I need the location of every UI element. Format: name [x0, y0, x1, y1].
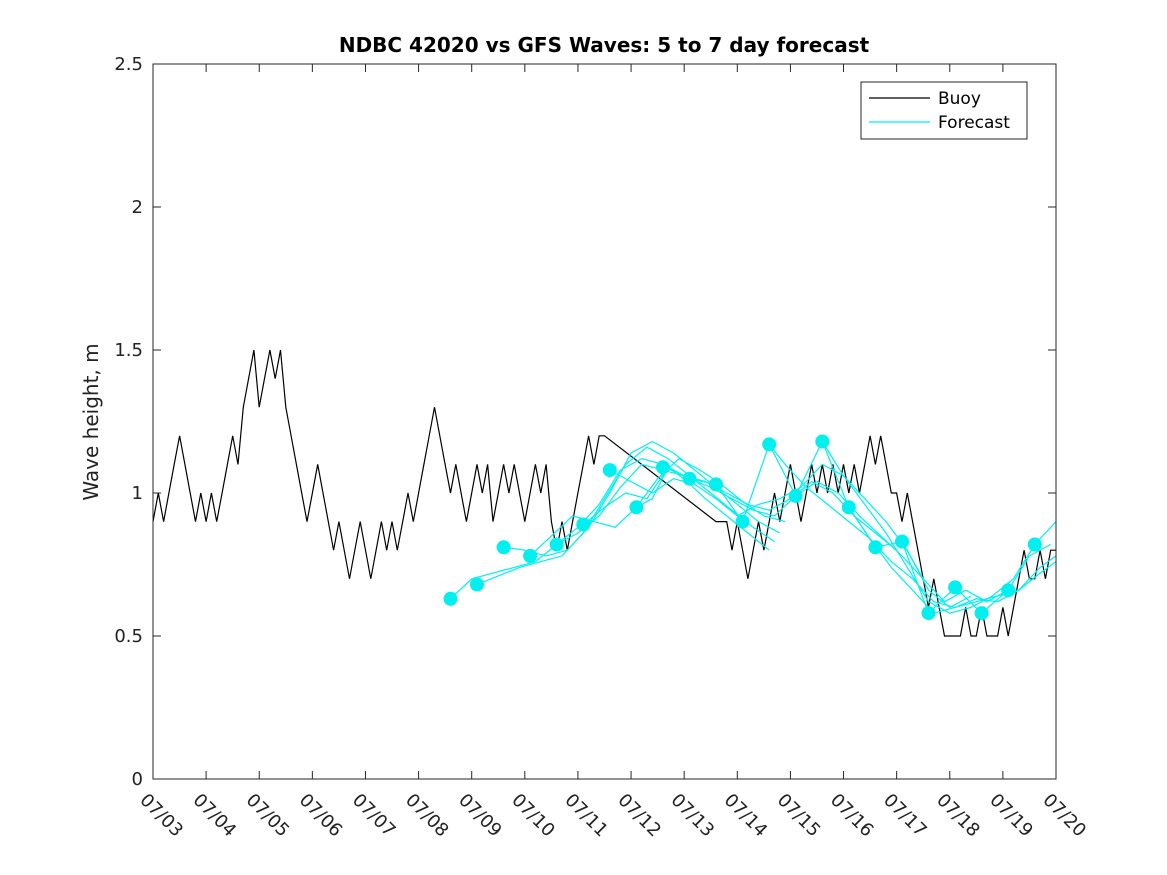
forecast-marker [443, 591, 458, 606]
forecast-marker [762, 437, 777, 452]
forecast-marker [948, 580, 963, 595]
y-tick-label: 0 [132, 769, 143, 790]
forecast-marker [549, 537, 564, 552]
forecast-marker [576, 517, 591, 532]
y-tick-label: 0.5 [114, 626, 143, 647]
forecast-marker [496, 540, 511, 555]
forecast-run-line-5 [556, 463, 897, 551]
forecast-marker [921, 606, 936, 621]
forecast-run-line-11 [848, 506, 1057, 614]
y-tick-label: 2 [132, 197, 143, 218]
forecast-run-line-6 [582, 466, 924, 580]
y-tick-label: 2.5 [114, 54, 143, 75]
legend-forecast-label: Forecast [938, 113, 1010, 133]
legend-buoy-label: Buoy [938, 89, 981, 109]
y-axis-label: Wave height, m [79, 343, 103, 500]
forecast-marker [868, 540, 883, 555]
forecast-marker [788, 488, 803, 503]
plot-series [152, 349, 1057, 637]
y-tick-label: 1.5 [114, 340, 143, 361]
forecast-marker [1027, 537, 1042, 552]
forecast-marker [629, 500, 644, 515]
forecast-marker [709, 477, 723, 492]
forecast-marker [974, 606, 989, 621]
forecast-marker [1001, 583, 1016, 598]
legend-box [860, 81, 1028, 140]
forecast-marker [602, 463, 617, 478]
forecast-run-line-12 [901, 541, 1051, 603]
forecast-marker [682, 471, 697, 486]
forecast-run-line-10 [821, 441, 1057, 614]
chart-title: NDBC 42020 vs GFS Waves: 5 to 7 day fore… [339, 33, 870, 57]
forecast-run-line-3 [503, 440, 781, 557]
forecast-marker [655, 460, 670, 475]
forecast-marker [841, 500, 856, 515]
forecast-run-line-8 [636, 440, 1009, 615]
forecast-marker [735, 514, 750, 529]
y-tick-label: 1 [132, 483, 143, 504]
legend: Buoy Forecast [860, 81, 1028, 140]
forecast-marker [815, 434, 830, 449]
forecast-marker [470, 577, 484, 592]
forecast-marker [895, 534, 909, 549]
forecast-marker [523, 548, 538, 563]
plot-frame [152, 63, 1057, 780]
forecast-run-line-1 [450, 458, 770, 600]
